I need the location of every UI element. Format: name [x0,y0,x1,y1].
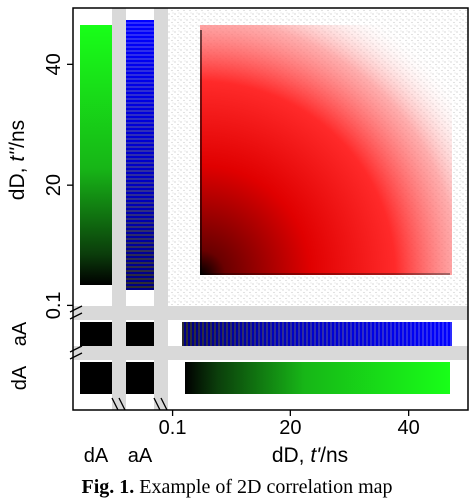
x-axis-title: dD, t'/ns [272,444,348,467]
caption-text: Example of 2D correlation map [134,476,393,498]
correlation-density [200,25,452,275]
x-tick-label: 0.1 [159,417,187,439]
x-label-dA: dA [84,445,109,467]
y-axis-break-marks [69,305,83,360]
corner-block-dA-dA [80,362,112,394]
y-tick-label: 0.1 [43,291,65,319]
aA-vertical-strip-texture [126,20,154,290]
y-label-dA: dA [9,365,31,390]
aA-horizontal-strip-texture [182,322,452,346]
x-axis-title-prefix: dD, [272,444,311,467]
y-tick-label: 40 [43,53,65,75]
separator-horizontal-1 [73,306,468,320]
plot-frame [72,7,469,411]
plot-area [72,7,469,411]
dA-horizontal-strip [185,362,450,394]
x-axis-ticks: 0.1 20 40 [159,410,420,439]
x-axis-title-suffix: /ns [320,444,348,467]
corner-block-aA-aA [126,322,154,346]
x-label-aA: aA [128,445,153,467]
corner-block-aA-dA [126,362,154,394]
x-axis-title-italic: t' [310,444,321,467]
y-tick-label: 20 [43,174,65,196]
separator-horizontal-2 [73,346,468,360]
caption-label: Fig. 1. [81,476,135,498]
dA-vertical-strip [80,25,112,285]
y-axis-title-prefix: dD, [6,162,29,201]
y-label-aA: aA [9,321,31,346]
x-tick-label: 20 [279,417,301,439]
y-axis-title: dD, t''/ns [6,120,29,200]
corner-block-dA-aA [80,322,112,346]
figure-caption: Fig. 1. Example of 2D correlation map [0,476,474,502]
y-axis-ticks: 0.1 20 40 [43,53,73,319]
x-axis-break-marks [111,397,168,411]
x-tick-label: 40 [398,417,420,439]
y-axis-title-italic: t'' [6,147,29,162]
y-axis-title-suffix: /ns [6,120,29,148]
